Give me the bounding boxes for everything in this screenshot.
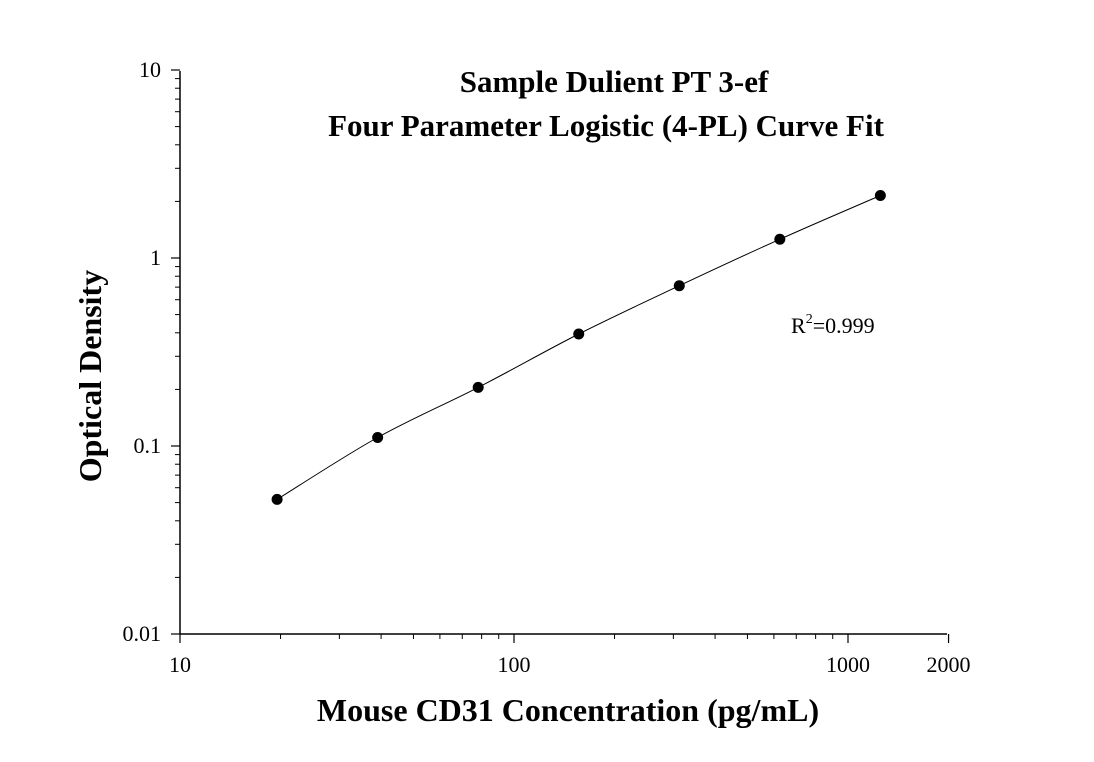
data-point (573, 328, 585, 340)
chart-title: Sample Dulient PT 3-ef (460, 64, 769, 99)
data-point (472, 381, 484, 393)
x-axis-tick-labels: 10 100 1000 2000 (169, 652, 971, 677)
r-squared-annotation: R2=0.999 (791, 312, 875, 338)
x-tick-label: 2000 (927, 652, 971, 677)
r-squared-r: R (791, 313, 806, 338)
chart-title-group: Sample Dulient PT 3-ef Four Parameter Lo… (328, 64, 885, 143)
y-tick-label: 10 (139, 57, 161, 82)
data-point (774, 233, 786, 245)
y-tick-label: 0.01 (123, 621, 162, 646)
data-point (874, 190, 886, 202)
chart-subtitle: Four Parameter Logistic (4-PL) Curve Fit (328, 108, 885, 143)
data-point (271, 493, 283, 505)
x-tick-label: 10 (169, 652, 191, 677)
y-axis-tick-labels: 0.01 0.1 1 10 (123, 57, 162, 646)
data-point (673, 280, 685, 292)
x-axis-title: Mouse CD31 Concentration (pg/mL) (317, 692, 819, 728)
r-squared-superscript: 2 (806, 312, 813, 327)
y-axis-ticks (171, 69, 180, 635)
y-tick-label: 1 (150, 245, 161, 270)
data-points (271, 190, 886, 505)
x-axis-ticks (179, 634, 950, 643)
y-tick-label: 0.1 (134, 433, 162, 458)
y-axis-title: Optical Density (72, 270, 108, 482)
plot-frame (179, 71, 947, 635)
data-point (372, 431, 384, 443)
x-tick-label: 100 (498, 652, 531, 677)
fit-curve-line (276, 195, 881, 500)
x-tick-label: 1000 (826, 652, 870, 677)
r-squared-value: =0.999 (813, 313, 875, 338)
